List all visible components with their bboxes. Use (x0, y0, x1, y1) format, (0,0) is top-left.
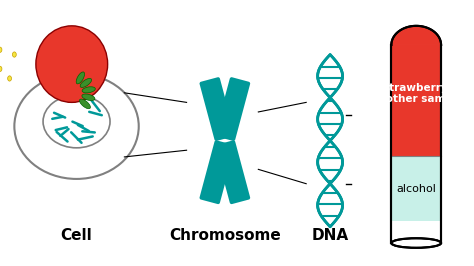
Ellipse shape (36, 26, 108, 102)
Text: strawberry
(or other sample): strawberry (or other sample) (365, 82, 468, 104)
Ellipse shape (76, 72, 84, 84)
Ellipse shape (82, 94, 95, 101)
Ellipse shape (82, 87, 95, 93)
Ellipse shape (8, 76, 11, 81)
Ellipse shape (0, 66, 2, 72)
Polygon shape (392, 26, 441, 45)
Text: DNA: DNA (311, 228, 349, 243)
Text: alcohol: alcohol (396, 184, 436, 194)
Bar (392, 45, 441, 156)
FancyBboxPatch shape (200, 140, 235, 204)
Ellipse shape (0, 47, 2, 52)
Ellipse shape (80, 78, 91, 88)
Bar (392, 156, 441, 221)
Ellipse shape (80, 99, 91, 109)
FancyBboxPatch shape (215, 77, 250, 141)
FancyBboxPatch shape (215, 140, 250, 204)
FancyBboxPatch shape (200, 77, 235, 141)
Ellipse shape (12, 52, 16, 57)
Text: Cell: Cell (61, 228, 92, 243)
Text: Chromosome: Chromosome (169, 228, 281, 243)
